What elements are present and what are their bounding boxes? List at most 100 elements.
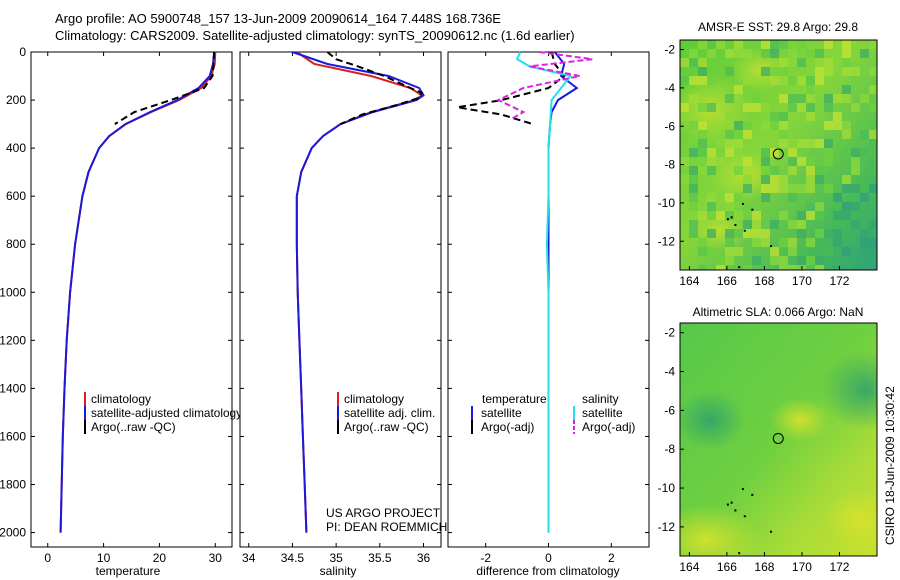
x-tick-label: 2 — [608, 551, 615, 565]
x-tick-label: 34 — [242, 551, 256, 565]
sla-field — [680, 323, 877, 556]
sst-cell — [689, 202, 698, 211]
sla-low-patch — [680, 390, 745, 450]
sst-cell — [734, 166, 743, 175]
sst-cell — [770, 49, 779, 58]
sst-cell — [752, 211, 761, 220]
sst-cell — [806, 184, 815, 193]
sst-cell — [707, 40, 716, 49]
y-tick-label: 1400 — [0, 381, 26, 395]
temperature-x-ticks: 0 10 20 30 — [44, 52, 222, 565]
x-tick-label: 34.5 — [281, 551, 305, 565]
sst-cell — [833, 229, 842, 238]
sst-cell — [851, 184, 860, 193]
sst-cell — [761, 103, 770, 112]
sst-pixel-cells — [680, 40, 877, 270]
sst-cell — [680, 175, 689, 184]
sst-cell — [698, 211, 707, 220]
y-tick-label: 1200 — [0, 333, 26, 347]
legend-label-sal-argo: Argo(-adj) — [582, 420, 635, 434]
sst-cell — [815, 202, 824, 211]
sst-cell — [770, 40, 779, 49]
sst-cell — [842, 175, 851, 184]
sst-cell — [806, 94, 815, 103]
island-dot — [741, 202, 744, 205]
island-dot — [741, 488, 744, 491]
island-dot — [751, 493, 754, 496]
x-tick-label: 166 — [717, 560, 737, 574]
x-tick-label: -2 — [480, 551, 491, 565]
sla-map-frame — [679, 322, 878, 557]
sst-cell — [752, 238, 761, 247]
sst-cell — [761, 229, 770, 238]
sst-cell — [788, 103, 797, 112]
legend-label-argo: Argo(..raw -QC) — [344, 420, 429, 434]
island-dot — [751, 208, 754, 211]
sst-cell — [734, 247, 743, 256]
sst-cell — [734, 148, 743, 157]
sst-cell — [815, 166, 824, 175]
sst-cell — [833, 193, 842, 202]
sst-cell — [716, 211, 725, 220]
series-argo-raw-qc — [114, 51, 216, 125]
sst-cell — [716, 112, 725, 121]
sst-cell — [842, 49, 851, 58]
sst-cell — [806, 139, 815, 148]
sst-cell — [680, 112, 689, 121]
sst-cell — [734, 49, 743, 58]
sst-cell — [851, 157, 860, 166]
sst-cell — [743, 229, 752, 238]
sst-cell — [743, 175, 752, 184]
difference-y-ticks — [448, 51, 649, 534]
sst-cell — [851, 220, 860, 229]
sst-cell — [806, 49, 815, 58]
sst-cell — [851, 202, 860, 211]
sst-cell — [797, 103, 806, 112]
sst-cell — [716, 265, 725, 270]
sst-cell — [689, 175, 698, 184]
legend-label-satellite: satellite adj. clim. — [344, 406, 435, 420]
sla-map-title: Altimetric SLA: 0.066 Argo: NaN — [693, 305, 864, 319]
sst-cell — [824, 58, 833, 67]
side-timestamp: CSIRO 18-Jun-2009 10:30:42 — [883, 386, 897, 545]
sst-cell — [752, 103, 761, 112]
y-tick-label: 600 — [6, 189, 26, 203]
sst-cell — [689, 148, 698, 157]
legend-label-temp-argo: Argo(-adj) — [481, 420, 534, 434]
sst-map-panel: AMSR-E SST: 29.8 Argo: 29.8 164 166 168 170… — [658, 20, 878, 288]
sla-x-ticks: 164 166 168 170 172 — [679, 552, 850, 574]
x-tick-label: 30 — [209, 551, 223, 565]
sst-cell — [869, 103, 877, 112]
legend-label-climatology: climatology — [91, 392, 151, 406]
sst-cell — [734, 121, 743, 130]
sst-cell — [743, 103, 752, 112]
sst-cell — [680, 157, 689, 166]
sst-cell — [698, 40, 707, 49]
x-tick-label: 164 — [679, 274, 699, 288]
sst-cell — [842, 94, 851, 103]
sst-cell — [815, 76, 824, 85]
sst-cell — [860, 130, 869, 139]
sst-cell — [797, 40, 806, 49]
sst-cell — [770, 175, 779, 184]
sst-islands — [726, 202, 773, 269]
temperature-axes-box — [30, 51, 233, 548]
sst-cell — [779, 256, 788, 265]
sst-cell — [698, 130, 707, 139]
sst-cell — [743, 166, 752, 175]
sst-cell — [806, 211, 815, 220]
sst-cell — [725, 130, 734, 139]
sla-y-ticks: -2 -4 -6 -8 -10 -12 — [658, 326, 684, 534]
sst-cell — [806, 265, 815, 270]
y-tick-label: 200 — [6, 93, 26, 107]
y-tick-label: 0 — [19, 45, 26, 59]
y-tick-label: -4 — [664, 365, 675, 379]
sst-cell — [815, 175, 824, 184]
sst-cell — [689, 49, 698, 58]
legend-label-argo: Argo(..raw -QC) — [91, 420, 176, 434]
sst-cell — [725, 148, 734, 157]
sst-cell — [797, 229, 806, 238]
sst-cell — [779, 121, 788, 130]
sst-cell — [770, 220, 779, 229]
island-dot — [730, 216, 733, 219]
